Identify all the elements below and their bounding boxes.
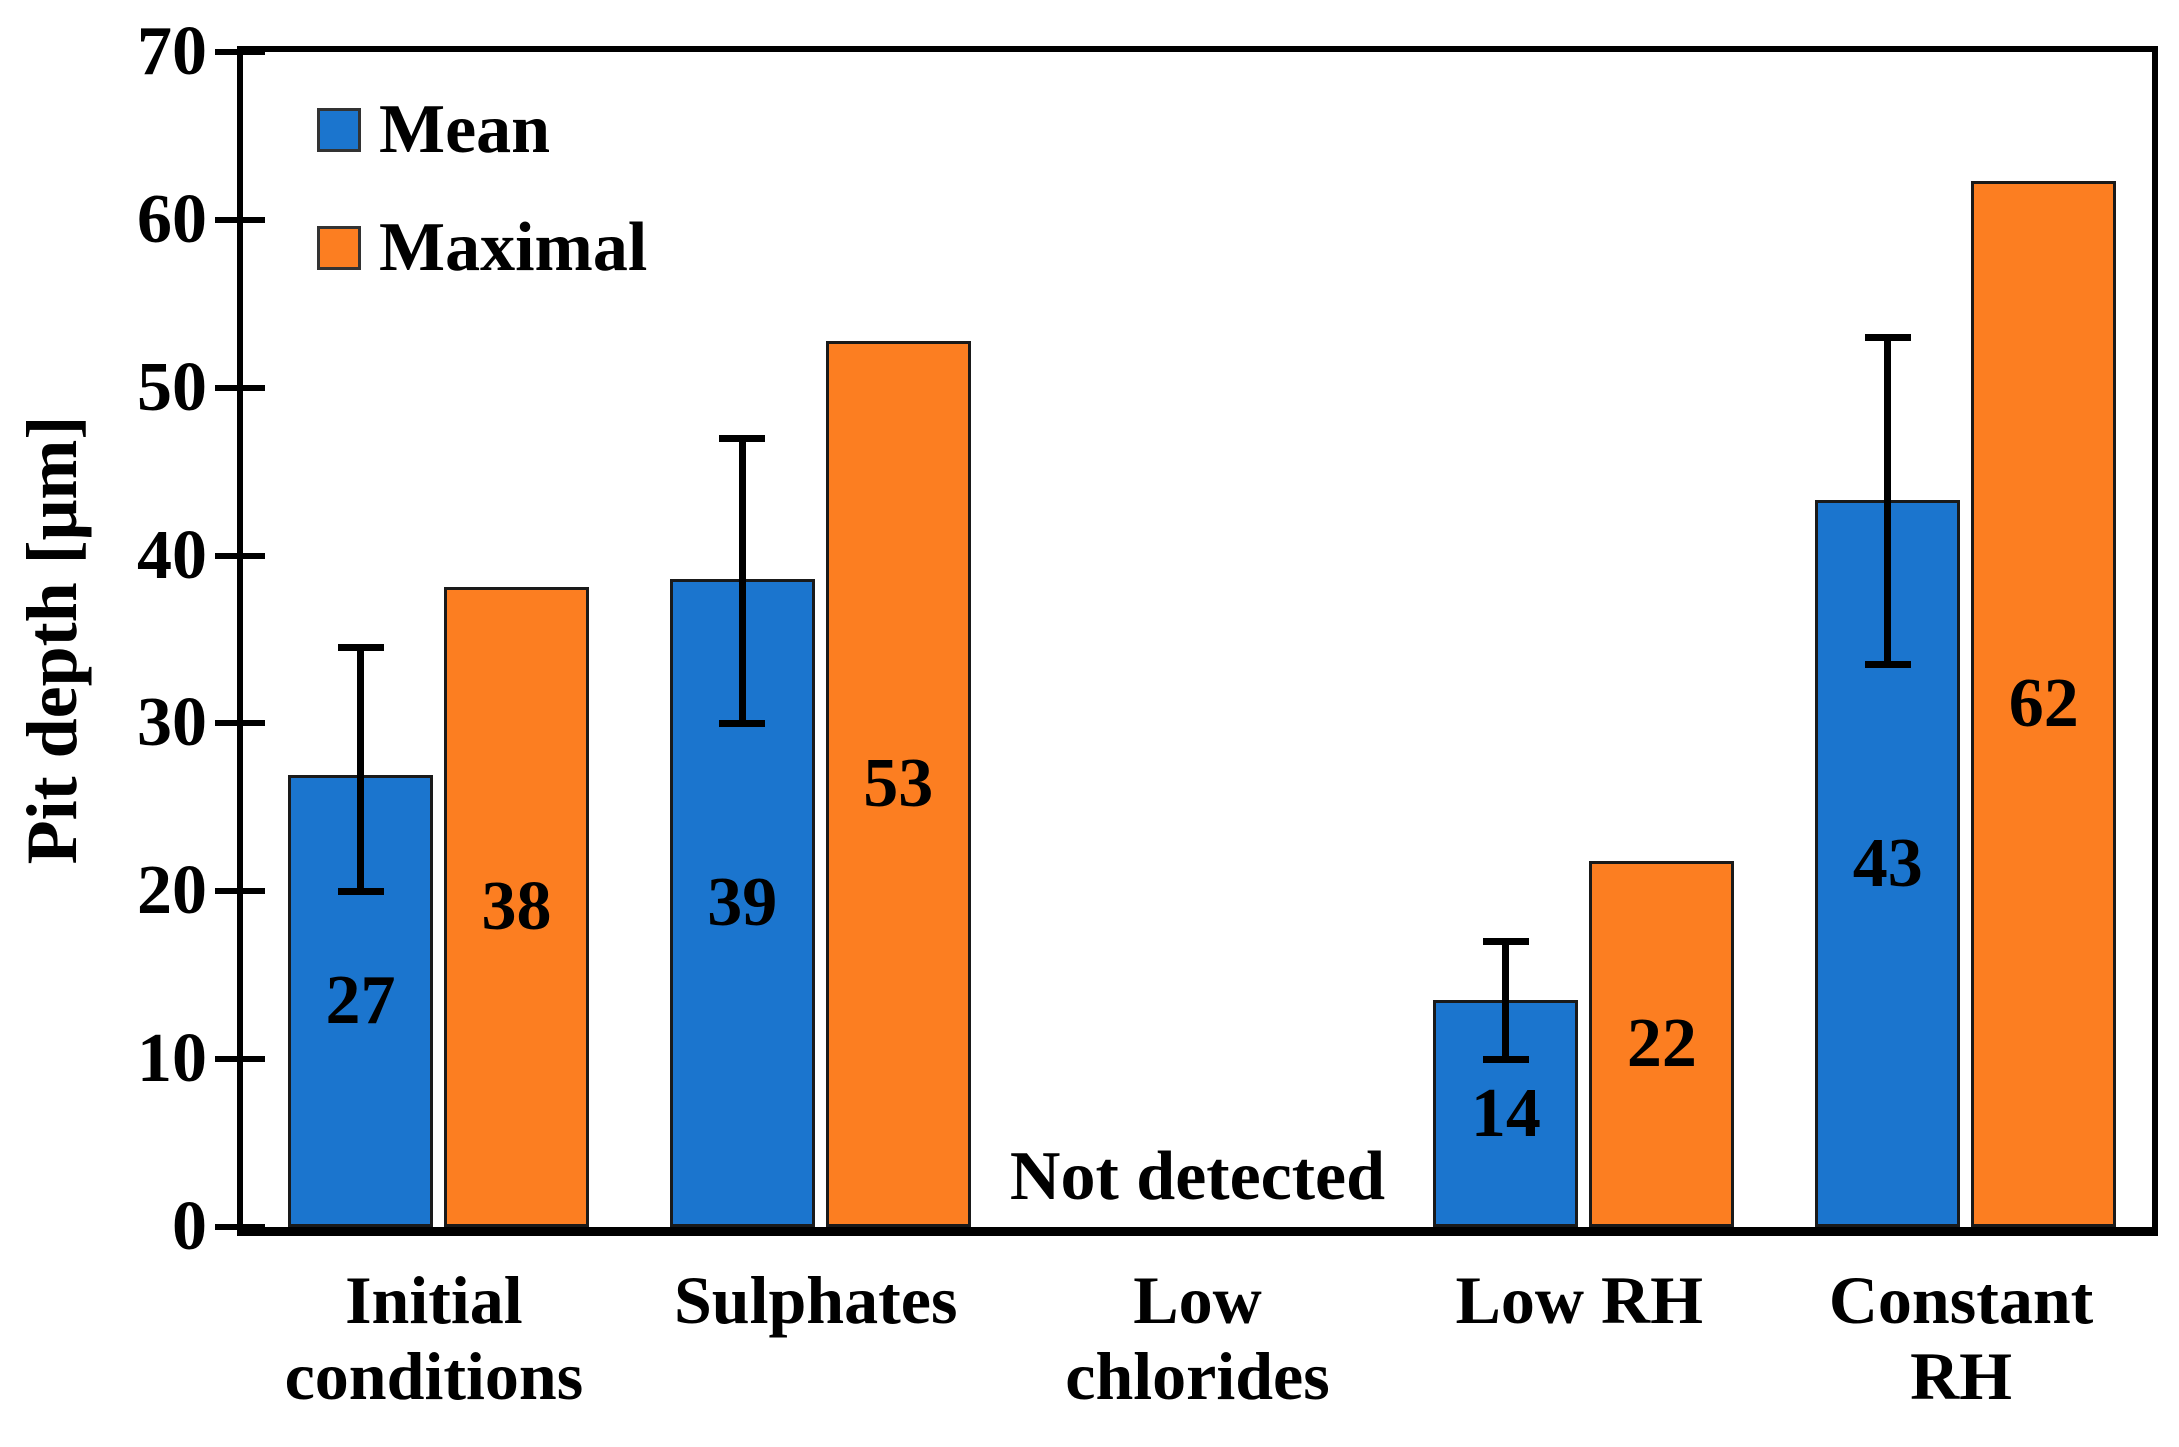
bar-value-label-maximal-sulphates: 53 bbox=[863, 744, 934, 822]
bar-value-label-mean-initial-conditions: 27 bbox=[325, 962, 396, 1040]
y-tick-label: 40 bbox=[137, 516, 207, 594]
bar-value-label-mean-sulphates: 39 bbox=[707, 864, 778, 942]
legend: Mean Maximal bbox=[317, 94, 647, 330]
error-bar-cap-bottom-sulphates bbox=[719, 719, 766, 727]
category-label-low-chlorides: Low chlorides bbox=[1065, 1262, 1330, 1415]
error-bar-cap-top-initial-conditions bbox=[337, 644, 384, 652]
y-tick-label: 20 bbox=[137, 852, 207, 930]
category-label-sulphates: Sulphates bbox=[673, 1262, 958, 1338]
error-bar-initial-conditions bbox=[357, 647, 364, 892]
annotation-not-detected: Not detected bbox=[1009, 1138, 1386, 1215]
error-bar-cap-top-sulphates bbox=[719, 434, 766, 442]
bar-maximal-low-rh bbox=[1589, 861, 1735, 1227]
bar-value-label-maximal-low-rh: 22 bbox=[1626, 1005, 1697, 1083]
category-label-constant-rh: Constant RH bbox=[1828, 1262, 2094, 1415]
error-bar-constant-rh bbox=[1884, 337, 1892, 665]
y-tick-label: 0 bbox=[172, 1188, 207, 1265]
legend-label-mean: Mean bbox=[379, 91, 551, 168]
plot-area: Mean Maximal 0 10 20 30 40 50 60 70 27 39 14 43 38 53 2… bbox=[137, 17, 2158, 1262]
y-axis-tick bbox=[215, 1056, 265, 1063]
x-axis-category-labels: Initial conditions Sulphates Low chlorides… bbox=[243, 1262, 2152, 1414]
bar-maximal-initial-conditions bbox=[444, 587, 589, 1227]
y-tick-label: 50 bbox=[137, 348, 207, 426]
error-bar-cap-top-low-rh bbox=[1482, 938, 1529, 946]
y-axis-title: Pit depth [μm] bbox=[12, 415, 92, 865]
category-label-initial-conditions: Initial conditions bbox=[284, 1262, 584, 1415]
y-axis-tick bbox=[215, 552, 265, 559]
legend-item-mean: Mean bbox=[317, 94, 647, 166]
category-label-low-rh: Low RH bbox=[1455, 1262, 1704, 1338]
bar-mean-constant-rh bbox=[1815, 500, 1961, 1227]
y-tick-label: 70 bbox=[137, 13, 207, 90]
error-bar-cap-bottom-low-rh bbox=[1482, 1055, 1529, 1063]
error-bar-sulphates bbox=[738, 438, 746, 724]
bar-value-label-maximal-constant-rh: 62 bbox=[2008, 665, 2079, 743]
y-axis-tick bbox=[215, 720, 265, 727]
error-bar-low-rh bbox=[1502, 941, 1510, 1060]
bar-value-label-mean-low-rh: 14 bbox=[1470, 1074, 1541, 1152]
legend-item-maximal: Maximal bbox=[317, 212, 647, 284]
legend-swatch-maximal-icon bbox=[317, 226, 361, 270]
error-bar-cap-bottom-initial-conditions bbox=[337, 887, 384, 895]
y-axis-tick bbox=[215, 49, 265, 55]
bar-maximal-constant-rh bbox=[1971, 181, 2117, 1227]
y-tick-label: 30 bbox=[137, 684, 207, 762]
legend-swatch-mean-icon bbox=[317, 108, 361, 152]
error-bar-cap-top-constant-rh bbox=[1864, 333, 1911, 341]
bar-value-label-mean-constant-rh: 43 bbox=[1852, 824, 1923, 902]
y-axis-tick bbox=[215, 1224, 265, 1230]
y-tick-label: 10 bbox=[137, 1020, 207, 1098]
bar-maximal-sulphates bbox=[825, 340, 971, 1227]
error-bar-cap-bottom-constant-rh bbox=[1864, 661, 1911, 669]
legend-label-maximal: Maximal bbox=[379, 209, 648, 286]
y-axis-tick bbox=[215, 384, 265, 391]
y-axis-tick bbox=[215, 888, 265, 895]
y-axis-tick bbox=[215, 216, 265, 223]
y-tick-label: 60 bbox=[137, 180, 207, 258]
bar-value-label-maximal-initial-conditions: 38 bbox=[481, 868, 552, 946]
